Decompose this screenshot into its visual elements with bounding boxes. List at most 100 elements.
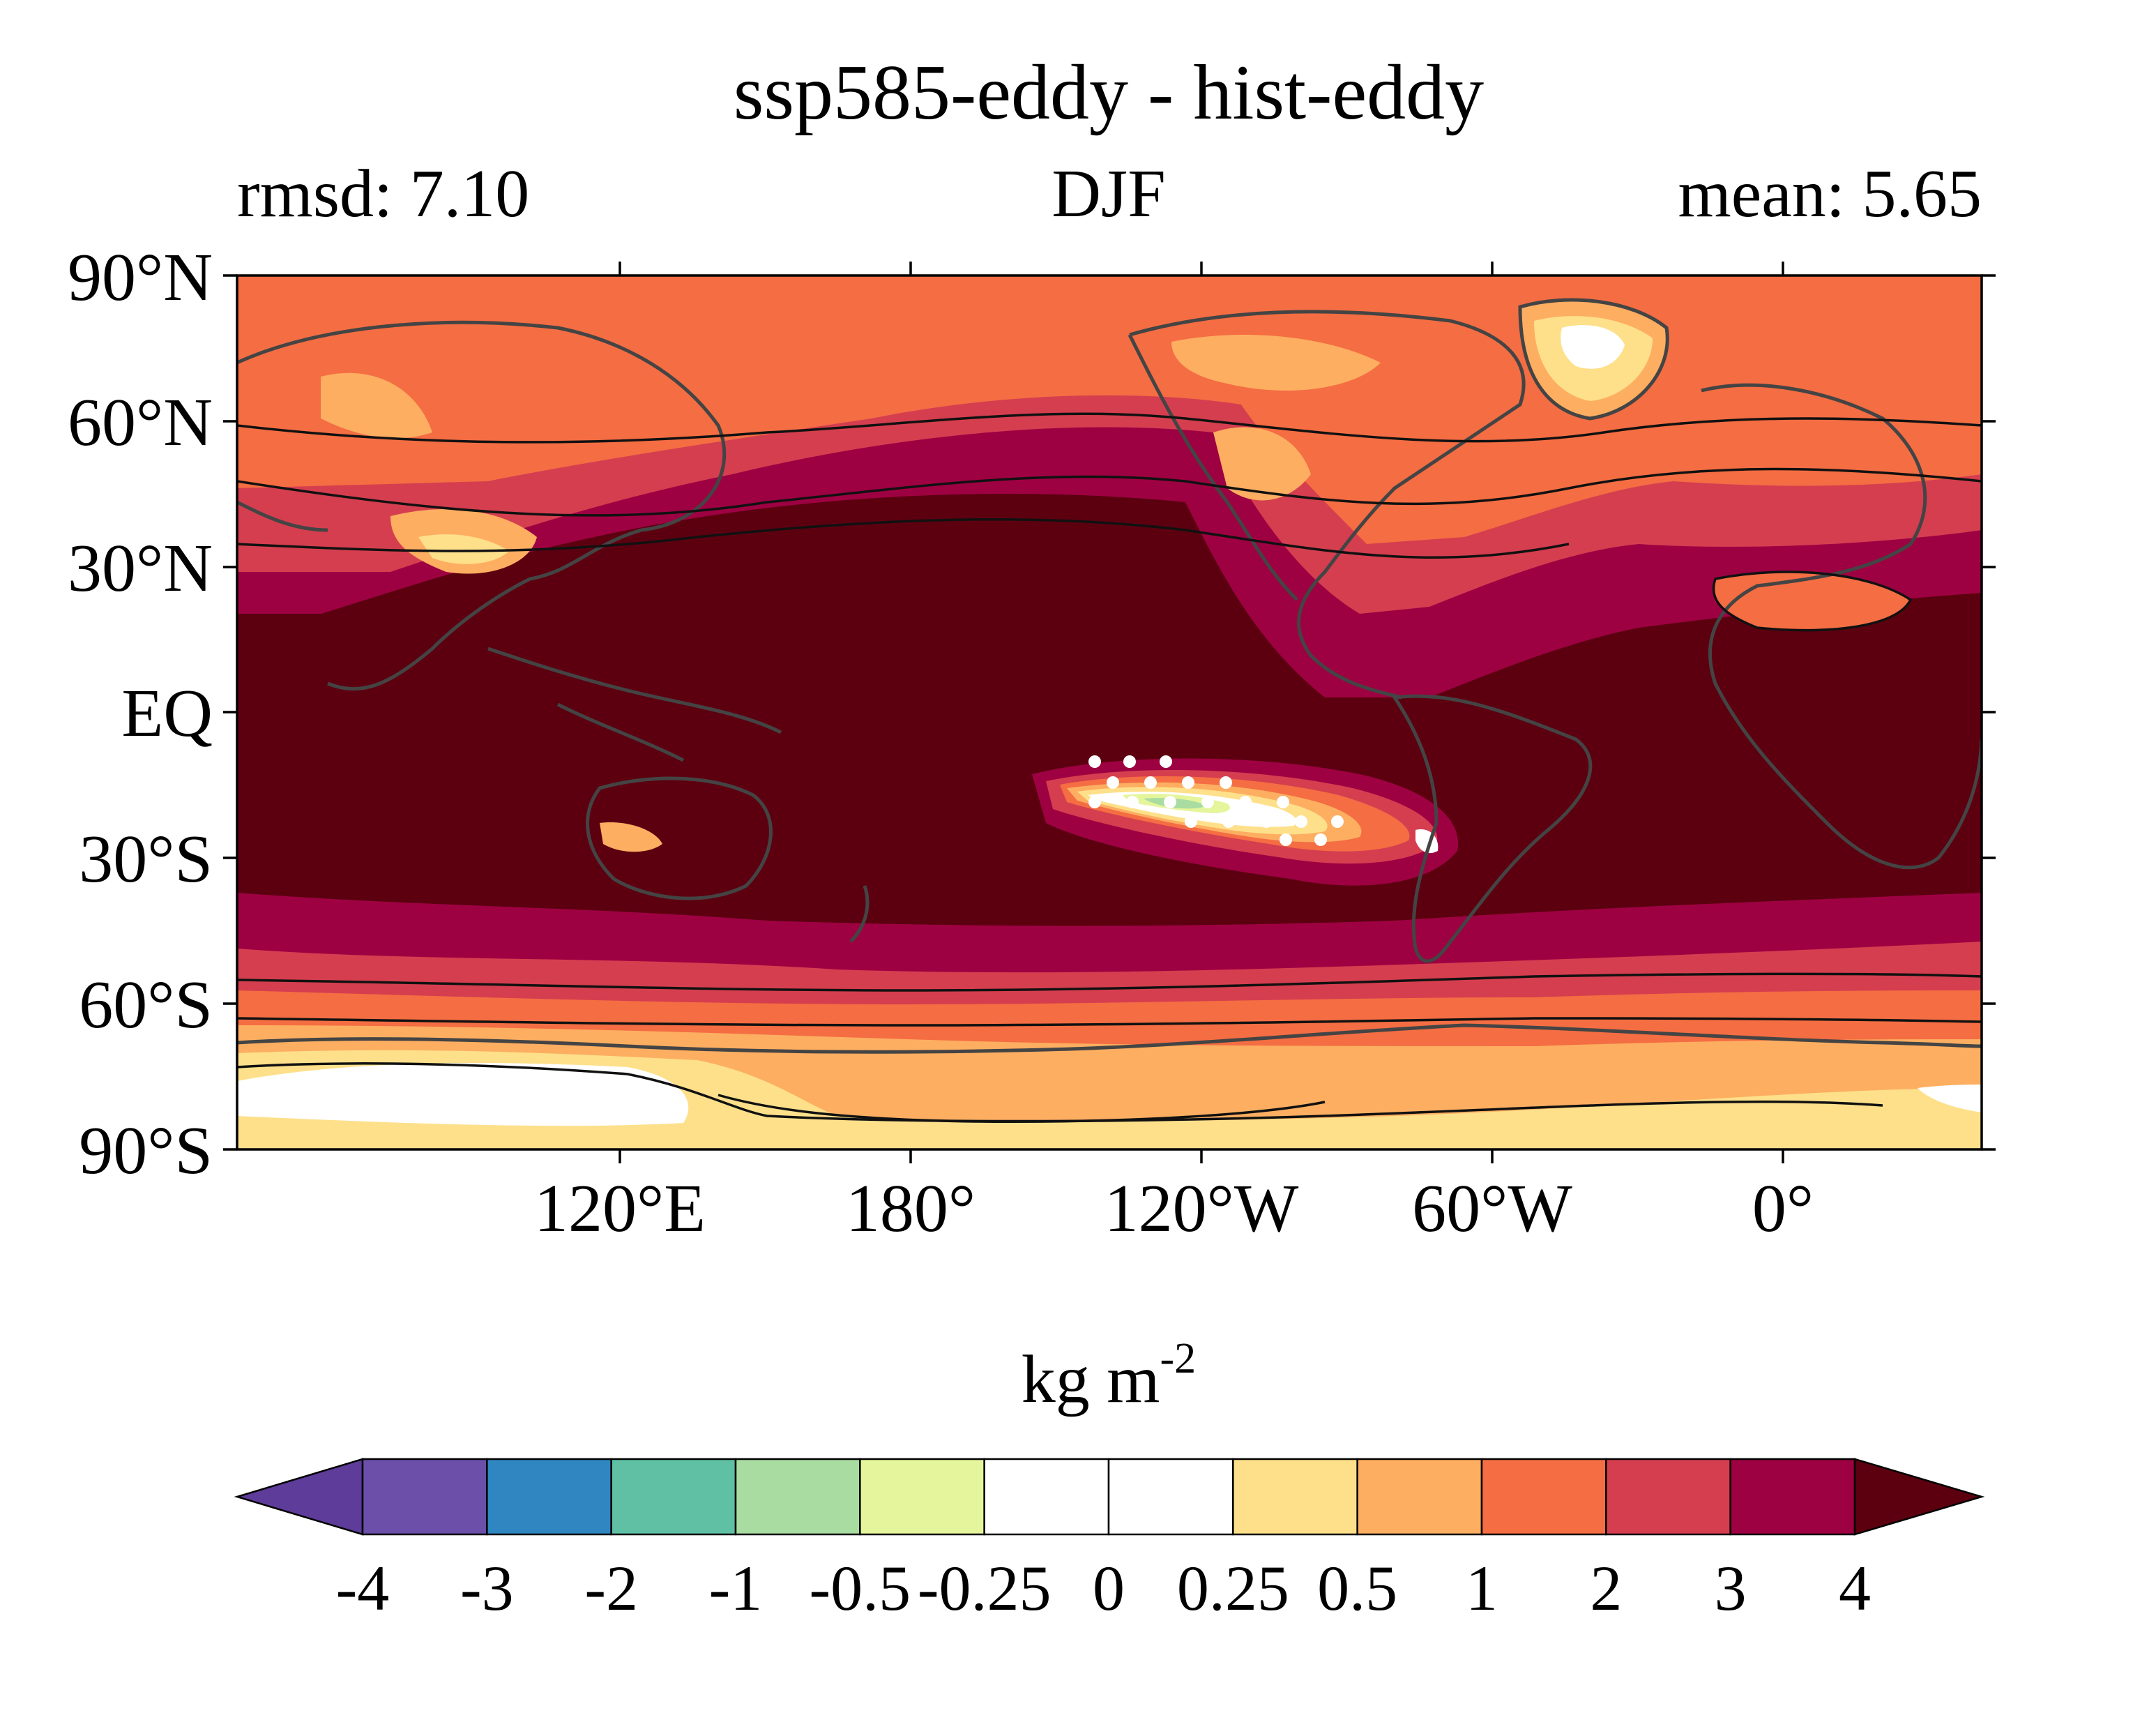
contour-sh-2 xyxy=(237,1017,1982,1027)
lon-tick-label: 60°W xyxy=(1412,1171,1572,1246)
contour-nh-2 xyxy=(237,467,1982,517)
colorbar-cell xyxy=(1605,1458,1731,1536)
coast-seasia xyxy=(487,647,782,762)
colorbar-tick-label: -3 xyxy=(460,1553,514,1624)
coast-namerica xyxy=(1128,310,1526,700)
colorbar-cell xyxy=(610,1458,737,1536)
stipple-dot xyxy=(1088,796,1101,808)
lon-tick-label: 180° xyxy=(846,1171,975,1246)
stipple-dot xyxy=(1182,776,1194,789)
season-label: DJF xyxy=(1052,156,1165,232)
colorbar-tick-label: 1 xyxy=(1466,1553,1498,1624)
stipple-dot xyxy=(1185,815,1197,828)
lon-tick-labels: 120°E 180° 120°W 60°W 0° xyxy=(534,1171,1814,1246)
field-025-05-tibet xyxy=(418,534,509,564)
coast-newzealand xyxy=(849,885,870,943)
coast-samerica xyxy=(1391,694,1593,963)
colorbar-cell xyxy=(1232,1458,1358,1536)
stipple-dot xyxy=(1107,776,1119,789)
colorbar-extend-min xyxy=(234,1458,364,1536)
coast-asia xyxy=(237,320,727,691)
map-title: ssp585-eddy - hist-eddy xyxy=(734,50,1484,136)
colorbar-tick-label: -2 xyxy=(584,1553,638,1624)
stippling xyxy=(1088,755,1344,846)
colorbar-cell xyxy=(734,1458,861,1536)
map-field xyxy=(237,275,1982,1149)
stipple-dot xyxy=(1220,776,1232,789)
colorbar-unit-exp: -2 xyxy=(1160,1335,1197,1382)
stipple-dot xyxy=(1160,755,1172,768)
colorbar-tick-label: 3 xyxy=(1715,1553,1747,1624)
colorbar-cell xyxy=(1729,1458,1856,1536)
lon-tick-label: 120°W xyxy=(1104,1171,1299,1246)
field-05-1-canada xyxy=(1171,335,1381,391)
colorbar-cell xyxy=(1107,1458,1234,1536)
lon-tick-label: 0° xyxy=(1752,1171,1814,1246)
colorbar-tick-label: 0 xyxy=(1093,1553,1125,1624)
field-0-025-greenland xyxy=(1561,325,1625,369)
coast-antarctica xyxy=(237,1023,1982,1054)
colorbar-tick-label: -0.25 xyxy=(918,1553,1052,1624)
coastlines xyxy=(237,298,1982,1054)
colorbar-extend-max xyxy=(1853,1458,1985,1536)
stipple-dot xyxy=(1280,833,1292,846)
rmsd-label: rmsd: 7.10 xyxy=(237,156,529,232)
colorbar-cells xyxy=(234,1458,1985,1536)
mean-label: mean: 5.65 xyxy=(1678,156,1982,232)
field-0-025-atlantic xyxy=(1918,1085,1982,1112)
contour-sh-1 xyxy=(237,972,1982,992)
colorbar-cell xyxy=(361,1458,488,1536)
colorbar-tick-labels: -4 -3 -2 -1 -0.5 -0.25 0 0.25 0.5 1 2 3 4 xyxy=(336,1553,1871,1624)
stipple-dot xyxy=(1331,815,1344,828)
colorbar-unit: kg m-2 xyxy=(1022,1335,1196,1417)
colorbar-cell xyxy=(486,1458,612,1536)
contour-nh-1 xyxy=(237,412,1982,444)
colorbar-unit-base: kg m xyxy=(1022,1342,1160,1417)
stipple-dot xyxy=(1164,796,1176,808)
colorbar-tick-label: 4 xyxy=(1839,1553,1871,1624)
colorbar-tick-label: 0.25 xyxy=(1177,1553,1289,1624)
stipple-dot xyxy=(1222,815,1235,828)
lon-tick-label: 120°E xyxy=(534,1171,706,1246)
field-0-025-antarctic xyxy=(237,1063,689,1126)
colorbar-cell xyxy=(1356,1458,1483,1536)
colorbar-tick-label: -0.5 xyxy=(810,1553,911,1624)
lat-tick-label: 60°S xyxy=(79,967,213,1043)
field-05-1-australia xyxy=(600,822,662,852)
lat-tick-label: 90°S xyxy=(79,1113,213,1188)
coast-australia xyxy=(586,776,773,900)
colorbar-tick-label: -4 xyxy=(336,1553,390,1624)
stipple-dot xyxy=(1295,815,1307,828)
colorbar-tick-label: -1 xyxy=(709,1553,763,1624)
lat-tick-label: EQ xyxy=(121,676,213,751)
field-05-1-asia xyxy=(321,372,432,439)
stipple-dot xyxy=(1201,796,1214,808)
tick-marks xyxy=(223,262,1996,1163)
contour-sh-4 xyxy=(718,1094,1326,1124)
stipple-dot xyxy=(1277,796,1289,808)
colorbar-cell xyxy=(983,1458,1110,1536)
lat-tick-label: 30°N xyxy=(68,531,213,606)
lat-tick-label: 30°S xyxy=(79,822,213,897)
climatology-contours xyxy=(237,412,1982,1124)
stipple-dot xyxy=(1260,815,1273,828)
coast-greenland xyxy=(1518,298,1669,421)
stipple-dot xyxy=(1314,833,1327,846)
lat-tick-label: 60°N xyxy=(68,385,213,460)
colorbar-cell xyxy=(859,1458,985,1536)
contour-med xyxy=(1712,571,1913,632)
stipple-dot xyxy=(1239,796,1252,808)
colorbar: kg m-2 -4 -3 -2 -1 -0.5 -0.25 0 0.25 0.5 1 2 3 4 xyxy=(234,1335,1985,1624)
stipple-dot xyxy=(1144,776,1157,789)
contour-nh-3 xyxy=(237,518,1570,559)
stipple-dot xyxy=(1088,755,1101,768)
lat-tick-labels: 90°N 60°N 30°N EQ 30°S 60°S 90°S xyxy=(68,240,213,1188)
colorbar-tick-label: 0.5 xyxy=(1317,1553,1397,1624)
field-05-1-namerica xyxy=(1213,427,1311,501)
field-025-05-antarctic xyxy=(237,1050,1982,1149)
stipple-dot xyxy=(1123,755,1136,768)
colorbar-cell xyxy=(1480,1458,1607,1536)
stipple-dot xyxy=(1126,796,1139,808)
colorbar-tick-label: 2 xyxy=(1590,1553,1622,1624)
